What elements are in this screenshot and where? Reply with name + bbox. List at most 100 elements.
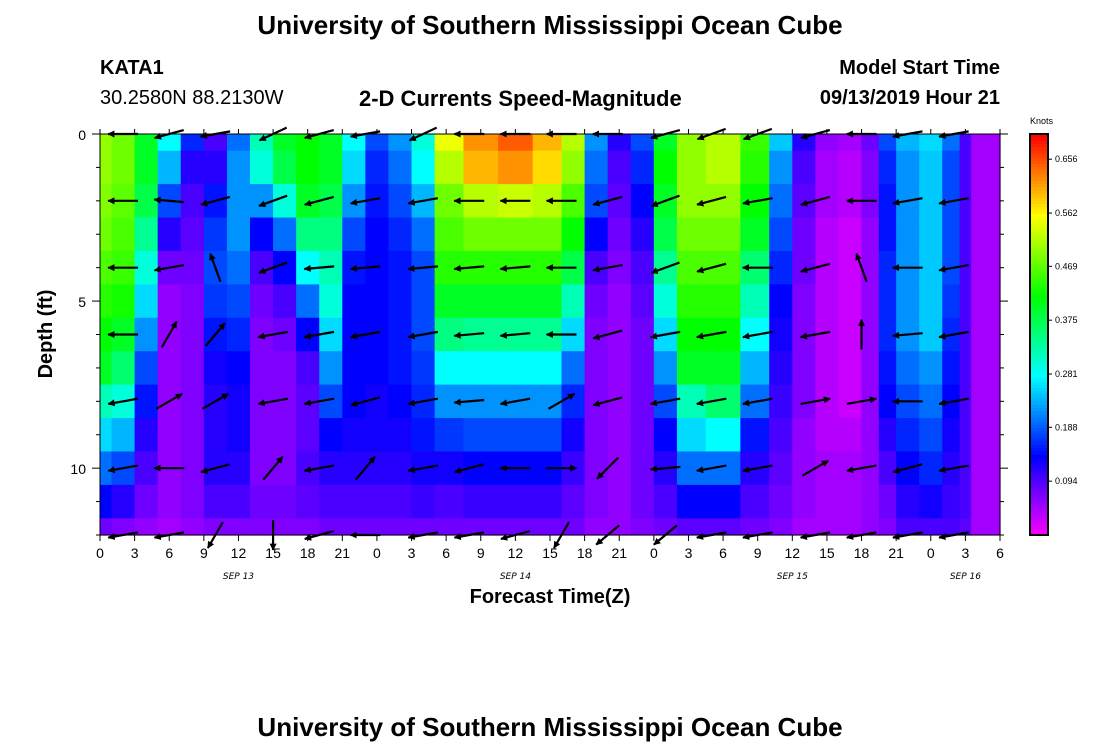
current-arrow bbox=[257, 397, 289, 407]
heatmap-cell bbox=[134, 384, 159, 419]
heatmap-cell bbox=[676, 351, 707, 386]
heatmap-cell bbox=[630, 134, 655, 152]
colorbar-swatch bbox=[1030, 524, 1048, 529]
heatmap-cell bbox=[365, 518, 390, 536]
heatmap-cell bbox=[319, 317, 343, 352]
colorbar-swatch bbox=[1030, 170, 1048, 175]
current-arrow bbox=[892, 463, 923, 474]
heatmap-cell bbox=[878, 217, 897, 252]
colorbar-swatch bbox=[1030, 190, 1048, 195]
heatmap-cell bbox=[942, 484, 961, 519]
colorbar-swatch bbox=[1030, 508, 1048, 513]
y-tick-label: 0 bbox=[78, 127, 86, 143]
colorbar-swatch bbox=[1030, 347, 1048, 352]
heatmap-cell bbox=[919, 518, 943, 536]
current-arrow bbox=[155, 392, 183, 410]
colorbar-swatch bbox=[1030, 277, 1048, 282]
colorbar-swatch bbox=[1030, 444, 1048, 449]
heatmap-cell bbox=[157, 418, 182, 453]
colorbar-swatch bbox=[1030, 391, 1048, 396]
heatmap-cell bbox=[365, 184, 390, 219]
heatmap-cell bbox=[561, 150, 586, 185]
heatmap-cell bbox=[134, 484, 159, 519]
current-arrow bbox=[200, 463, 231, 474]
heatmap-cell bbox=[792, 518, 816, 536]
heatmap-cell bbox=[971, 150, 990, 185]
heatmap-cell bbox=[607, 217, 632, 252]
heatmap-cell bbox=[319, 418, 343, 453]
heatmap-cell bbox=[769, 134, 793, 152]
heatmap-cell bbox=[532, 217, 563, 252]
current-arrow bbox=[592, 263, 623, 273]
heatmap-cell bbox=[111, 484, 136, 519]
current-arrow bbox=[354, 455, 376, 481]
current-arrow bbox=[258, 261, 288, 274]
current-arrow bbox=[650, 194, 680, 208]
heatmap-cell bbox=[463, 418, 499, 453]
heatmap-cell bbox=[838, 250, 863, 285]
colorbar-swatch bbox=[1030, 377, 1048, 382]
heatmap-cell bbox=[180, 484, 205, 519]
x-tick-label: 9 bbox=[200, 545, 208, 561]
heatmap-cell bbox=[942, 217, 961, 252]
heatmap-cell bbox=[942, 418, 961, 453]
heatmap-cell bbox=[630, 384, 655, 419]
x-tick-label: 9 bbox=[477, 545, 485, 561]
x-tick-label: 0 bbox=[96, 545, 104, 561]
heatmap-cell bbox=[676, 451, 707, 486]
heatmap-cell bbox=[319, 284, 343, 319]
heatmap-cell bbox=[434, 150, 465, 185]
colorbar-label: 0.281 bbox=[1055, 369, 1078, 379]
colorbar-swatch bbox=[1030, 157, 1048, 162]
heatmap-cell bbox=[769, 418, 793, 453]
heatmap-cell bbox=[100, 317, 113, 352]
heatmap-cell bbox=[463, 518, 499, 536]
heatmap-cell bbox=[100, 250, 113, 285]
heatmap-cell bbox=[157, 134, 182, 152]
heatmap-cell bbox=[111, 351, 136, 386]
x-axis: 0 3 6 9 12 15 18 21 0 3 6 9 12 15 18 21 0 3 6 9 12 15 18 21 0 3 6 S… bbox=[96, 129, 1004, 582]
current-arrow bbox=[800, 262, 831, 274]
current-arrow bbox=[799, 330, 831, 340]
heatmap-cell bbox=[792, 134, 816, 152]
heatmap-cell bbox=[653, 518, 678, 536]
colorbar-swatch bbox=[1030, 317, 1048, 322]
heatmap-cell bbox=[365, 484, 390, 519]
heatmap-cell bbox=[769, 518, 793, 536]
heatmap-cell bbox=[100, 150, 113, 185]
heatmap-cell bbox=[532, 351, 563, 386]
heatmap-cell bbox=[942, 150, 961, 185]
heatmap-cell bbox=[630, 418, 655, 453]
heatmap-cell bbox=[878, 384, 897, 419]
colorbar-swatch bbox=[1030, 351, 1048, 356]
heatmap-cell bbox=[388, 418, 413, 453]
heatmap-cell bbox=[561, 134, 586, 152]
heatmap-cell bbox=[157, 351, 182, 386]
colorbar-swatch bbox=[1030, 397, 1048, 402]
current-arrow bbox=[262, 455, 284, 481]
colorbar-swatch bbox=[1030, 478, 1048, 483]
y-axis-title: Depth (ft) bbox=[35, 290, 57, 379]
heatmap-cell bbox=[607, 150, 632, 185]
model-start-time: 09/13/2019 Hour 21 bbox=[819, 87, 1000, 109]
heatmap-cell bbox=[971, 384, 990, 419]
heatmap-cell bbox=[676, 217, 707, 252]
heatmap-cell bbox=[584, 451, 609, 486]
colorbar-swatch bbox=[1030, 220, 1048, 225]
heatmap-cell bbox=[532, 484, 563, 519]
heatmap-cell bbox=[273, 418, 297, 453]
colorbar-swatch bbox=[1030, 344, 1048, 349]
current-arrow bbox=[892, 331, 923, 339]
colorbar-swatch bbox=[1030, 418, 1048, 422]
heatmap-cell bbox=[740, 284, 770, 319]
heatmap-cell bbox=[896, 484, 920, 519]
heatmap-cell bbox=[100, 518, 113, 536]
heatmap-cell bbox=[653, 484, 678, 519]
heatmap-cell bbox=[388, 284, 413, 319]
current-arrow bbox=[596, 456, 620, 480]
heatmap-cell bbox=[676, 518, 707, 536]
heatmap-cell bbox=[971, 217, 990, 252]
heatmap-cell bbox=[434, 418, 465, 453]
heatmap-cell bbox=[226, 134, 251, 152]
heatmap-cell bbox=[134, 134, 159, 152]
